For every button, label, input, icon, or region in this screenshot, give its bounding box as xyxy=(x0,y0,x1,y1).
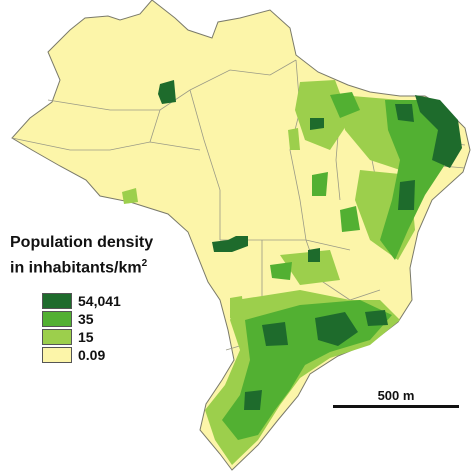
legend-item: 15 xyxy=(42,328,121,345)
legend-label: 54,041 xyxy=(78,292,121,309)
scale-label: 500 m xyxy=(377,388,415,403)
legend-label: 15 xyxy=(78,328,94,345)
legend-swatch xyxy=(42,346,72,363)
legend-swatch xyxy=(42,292,72,309)
legend-label: 0.09 xyxy=(78,346,106,363)
legend-title: Population density in inhabitants/km2 xyxy=(10,232,210,278)
legend-swatch xyxy=(42,310,72,327)
scale-bar: 500 m xyxy=(333,388,459,408)
legend-title-superscript: 2 xyxy=(141,258,148,269)
scale-line xyxy=(333,405,459,408)
legend-item: 0.09 xyxy=(42,346,121,363)
legend-item: 54,041 xyxy=(42,292,121,309)
legend-swatch xyxy=(42,328,72,345)
legend: 54,041 35 15 0.09 xyxy=(42,292,121,364)
density-high-areas xyxy=(158,80,462,410)
legend-item: 35 xyxy=(42,310,121,327)
legend-title-line1: Population density xyxy=(10,234,154,251)
legend-label: 35 xyxy=(78,310,94,327)
legend-title-line2: in inhabitants/km xyxy=(10,259,142,277)
